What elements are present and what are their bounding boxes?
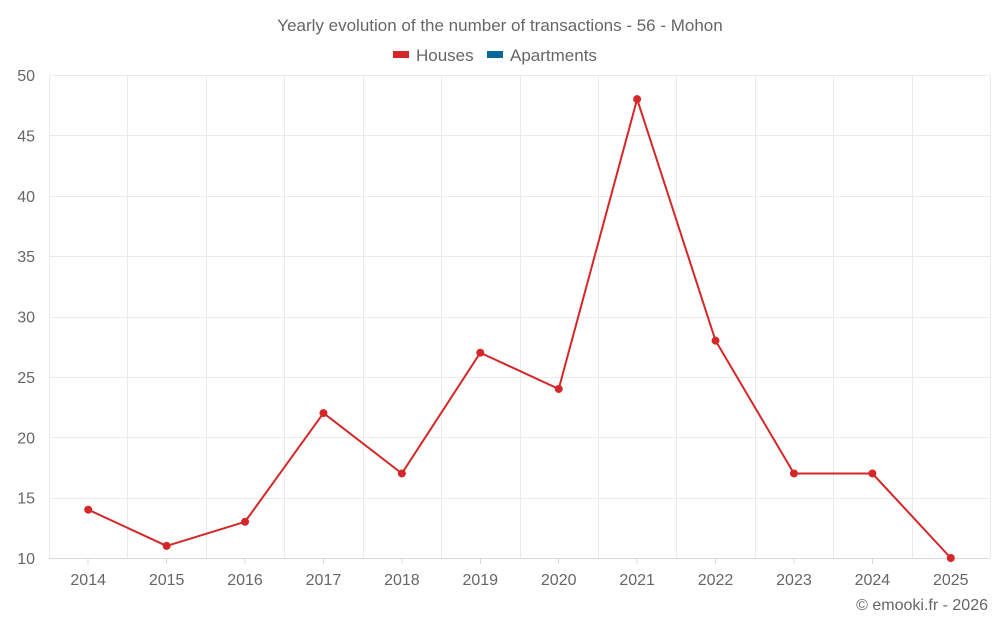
y-tick-label: 15 — [17, 491, 35, 508]
credit-text: © emooki.fr - 2026 — [856, 597, 988, 614]
data-point-houses-2014[interactable] — [84, 505, 93, 514]
y-tick-label: 20 — [17, 430, 35, 447]
series-layer — [84, 95, 955, 562]
data-point-houses-2019[interactable] — [476, 348, 485, 357]
x-tick-label: 2022 — [698, 572, 734, 589]
x-tick-label: 2018 — [384, 572, 420, 589]
data-point-houses-2024[interactable] — [868, 469, 877, 478]
y-axis: 10 15 20 25 30 35 40 45 50 — [17, 68, 35, 568]
y-tick-label: 45 — [17, 128, 35, 145]
grid — [49, 75, 991, 559]
legend-swatch-apartments — [487, 51, 503, 58]
x-tick-label: 2017 — [306, 572, 342, 589]
x-tick-label: 2015 — [149, 572, 185, 589]
legend: Houses Apartments — [393, 46, 597, 65]
data-point-houses-2016[interactable] — [241, 517, 250, 526]
legend-label-houses[interactable]: Houses — [416, 46, 474, 65]
data-point-houses-2022[interactable] — [711, 336, 720, 345]
data-point-houses-2015[interactable] — [162, 541, 171, 550]
x-tick-label: 2025 — [933, 572, 969, 589]
y-tick-label: 35 — [17, 249, 35, 266]
data-point-houses-2021[interactable] — [633, 95, 642, 104]
data-point-houses-2020[interactable] — [554, 384, 563, 393]
legend-label-apartments[interactable]: Apartments — [510, 46, 597, 65]
series-line-houses — [87, 98, 952, 559]
x-tick-label: 2014 — [70, 572, 106, 589]
x-tick-label: 2024 — [855, 572, 891, 589]
y-tick-label: 30 — [17, 310, 35, 327]
chart-title: Yearly evolution of the number of transa… — [277, 16, 722, 35]
x-tick-label: 2019 — [462, 572, 498, 589]
y-tick-label: 25 — [17, 370, 35, 387]
x-axis: 2014 2015 2016 2017 2018 2019 2020 2021 2022 2023… — [70, 558, 969, 589]
data-point-houses-2023[interactable] — [789, 469, 798, 478]
y-tick-label: 40 — [17, 189, 35, 206]
x-tick-label: 2021 — [619, 572, 655, 589]
y-tick-label: 10 — [17, 551, 35, 568]
x-tick-label: 2023 — [776, 572, 812, 589]
legend-swatch-houses — [393, 51, 409, 58]
data-point-houses-2017[interactable] — [319, 409, 328, 418]
x-tick-label: 2020 — [541, 572, 577, 589]
x-tick-label: 2016 — [227, 572, 263, 589]
data-point-houses-2025[interactable] — [946, 554, 955, 562]
y-tick-label: 50 — [17, 68, 35, 85]
data-point-houses-2018[interactable] — [397, 469, 406, 478]
